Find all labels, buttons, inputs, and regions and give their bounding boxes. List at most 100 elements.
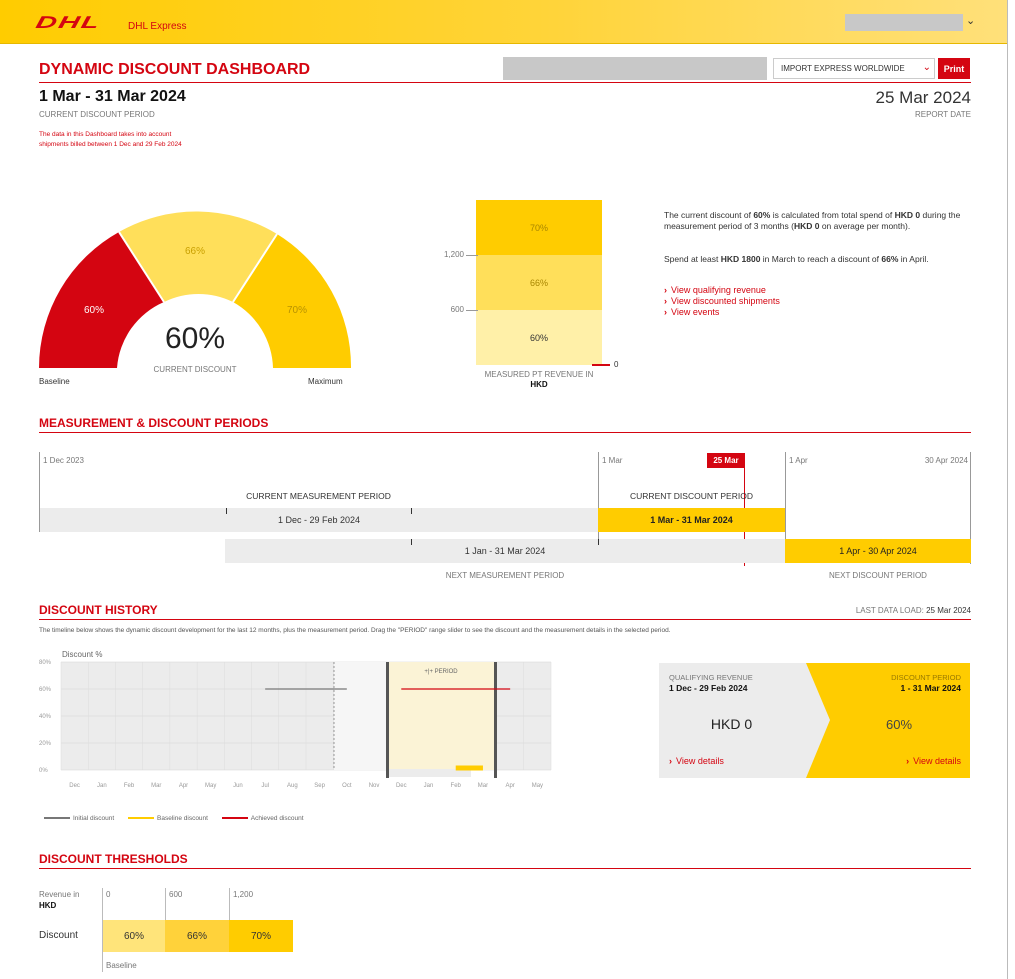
periods-rule bbox=[39, 432, 971, 433]
revenue-marker bbox=[592, 364, 610, 366]
threshold-tick-600: 600 bbox=[169, 890, 183, 899]
legend-initial: Initial discount bbox=[44, 815, 114, 822]
discount-period: 1 Mar - 31 Mar 2024 bbox=[39, 88, 186, 105]
gauge-value: 60% bbox=[164, 322, 226, 355]
discount-explanation: The current discount of 60% is calculate… bbox=[664, 210, 964, 232]
timeline-apr-label: 1 Apr bbox=[789, 456, 808, 465]
last-load-label: LAST DATA LOAD: bbox=[855, 606, 924, 615]
threshold-tick-1200: 1,200 bbox=[233, 890, 254, 899]
gauge-label-66: 66% bbox=[185, 246, 205, 257]
timeline-line bbox=[970, 452, 971, 564]
next-measurement-bar: 1 Jan - 31 Mar 2024 bbox=[225, 539, 785, 563]
text-fragment: in March to reach a discount of bbox=[762, 254, 880, 264]
gauge-maximum-label: Maximum bbox=[308, 377, 343, 386]
gauge-segment-60 bbox=[39, 232, 164, 368]
view-details-revenue-link[interactable]: View details bbox=[669, 756, 724, 766]
threshold-line bbox=[165, 888, 166, 920]
period-slider bbox=[388, 662, 496, 770]
view-details-discount-link[interactable]: View details bbox=[906, 756, 961, 766]
timeline-line bbox=[785, 452, 786, 562]
text-fragment: HKD 1800 bbox=[720, 254, 761, 264]
qualifying-revenue-label: QUALIFYING REVENUE bbox=[669, 673, 753, 682]
next-discount-label: NEXT DISCOUNT PERIOD bbox=[829, 571, 927, 580]
view-events-link[interactable]: View events bbox=[664, 307, 719, 317]
revenue-caption: MEASURED PT REVENUE IN bbox=[484, 370, 594, 379]
x-tick-label: Jan bbox=[97, 783, 107, 789]
qualifying-revenue-range: 1 Dec - 29 Feb 2024 bbox=[669, 683, 748, 693]
thresholds-rule bbox=[39, 868, 971, 869]
chart-selected-range bbox=[334, 662, 388, 770]
period-slider-left-handle bbox=[386, 662, 389, 778]
gauge-segment-70 bbox=[233, 234, 352, 368]
tick-line bbox=[466, 310, 478, 311]
x-tick-label: May bbox=[205, 783, 216, 789]
history-rule bbox=[39, 619, 971, 620]
last-data-load: LAST DATA LOAD: 25 Mar 2024 bbox=[856, 606, 971, 615]
gauge-segment-66 bbox=[119, 211, 277, 302]
text-fragment: HKD 0 bbox=[894, 210, 921, 220]
gauge-caption: CURRENT DISCOUNT bbox=[153, 365, 237, 374]
legend-achieved: Achieved discount bbox=[221, 815, 304, 822]
print-button[interactable]: Print bbox=[938, 58, 970, 79]
last-load-value: 25 Mar 2024 bbox=[926, 606, 971, 615]
periods-title: MEASUREMENT & DISCOUNT PERIODS bbox=[39, 416, 269, 430]
page-border bbox=[1007, 0, 1008, 979]
customer-name-box bbox=[503, 57, 767, 80]
history-description: The timeline below shows the dynamic dis… bbox=[39, 627, 671, 634]
account-selector[interactable] bbox=[845, 14, 963, 31]
chart-legend: Initial discount Baseline discount Achie… bbox=[44, 815, 304, 822]
discount-gauge: 60% 66% 70% bbox=[39, 211, 352, 368]
dhl-logo[interactable]: DHL bbox=[34, 13, 103, 33]
page-title: DYNAMIC DISCOUNT DASHBOARD bbox=[39, 61, 311, 78]
threshold-discount-70: 70% bbox=[229, 920, 293, 952]
period-handle-label: +|+ PERIOD bbox=[424, 669, 458, 675]
summary-card-arrow bbox=[806, 663, 970, 778]
discount-period-label: DISCOUNT PERIOD bbox=[891, 673, 961, 682]
logo-text: DHL bbox=[34, 13, 103, 32]
x-tick-label: Aug bbox=[287, 783, 298, 789]
y-tick-label: 20% bbox=[39, 741, 52, 747]
view-discounted-shipments-link[interactable]: View discounted shipments bbox=[664, 296, 780, 306]
x-tick-label: Feb bbox=[451, 783, 462, 789]
text-fragment: The current discount of bbox=[664, 210, 751, 220]
thresholds-title: DISCOUNT THRESHOLDS bbox=[39, 852, 188, 866]
revenue-tick-1200: 1,200 bbox=[443, 250, 464, 259]
legend-baseline: Baseline discount bbox=[128, 815, 208, 822]
report-date-caption: REPORT DATE bbox=[914, 110, 971, 119]
gauge-label-70: 70% bbox=[287, 305, 307, 316]
view-qualifying-revenue-link[interactable]: View qualifying revenue bbox=[664, 285, 766, 295]
x-tick-label: May bbox=[532, 783, 543, 789]
thresholds-discount-label: Discount bbox=[39, 930, 78, 941]
threshold-discount-66: 66% bbox=[165, 920, 229, 952]
x-tick-label: Apr bbox=[179, 783, 188, 789]
y-tick-label: 0% bbox=[39, 768, 48, 774]
chevron-down-icon: ⌄ bbox=[922, 62, 931, 73]
spend-target: Spend at least HKD 1800 in March to reac… bbox=[664, 254, 974, 265]
timeline-line bbox=[39, 452, 40, 532]
text-fragment: HKD 0 bbox=[793, 221, 820, 231]
revenue-level-60: 60% bbox=[476, 310, 602, 365]
threshold-discount-60: 60% bbox=[103, 920, 165, 952]
chevron-down-icon[interactable]: ⌄ bbox=[966, 15, 976, 27]
threshold-line bbox=[102, 888, 103, 972]
discount-history-chart: 80% 60% 40% 20% 0% Dec Jan Feb Mar Apr May Jun Jul A… bbox=[39, 650, 552, 789]
product-select[interactable]: IMPORT EXPRESS WORLDWIDE ⌄ bbox=[773, 58, 935, 79]
text-fragment: is calculated from total spend of bbox=[772, 210, 893, 220]
text-fragment: during the measurement period of 3 month… bbox=[664, 210, 961, 231]
summary-card: QUALIFYING REVENUE 1 Dec - 29 Feb 2024 H… bbox=[659, 663, 970, 778]
period-note: The data in this Dashboard takes into ac… bbox=[39, 131, 182, 148]
chart-x-ticks: Dec Jan Feb Mar Apr May Jun Jul Aug Sep Oct Nov Dec J… bbox=[69, 783, 543, 789]
y-tick-label: 40% bbox=[39, 714, 52, 720]
revenue-level-66: 66% bbox=[476, 255, 602, 310]
discount-period-caption: CURRENT DISCOUNT PERIOD bbox=[39, 110, 155, 119]
x-tick-label: Oct bbox=[342, 783, 352, 789]
timeline-line bbox=[598, 452, 599, 547]
x-tick-label: Mar bbox=[478, 783, 488, 789]
chart-y-label: Discount % bbox=[62, 650, 102, 659]
next-measurement-label: NEXT MEASUREMENT PERIOD bbox=[445, 571, 565, 580]
current-discount-label: CURRENT DISCOUNT PERIOD bbox=[630, 491, 753, 501]
period-slider-track bbox=[389, 769, 471, 777]
text-fragment: on average per month). bbox=[821, 221, 911, 231]
revenue-level-70: 70% bbox=[476, 200, 602, 255]
next-discount-bar: 1 Apr - 30 Apr 2024 bbox=[785, 539, 971, 563]
